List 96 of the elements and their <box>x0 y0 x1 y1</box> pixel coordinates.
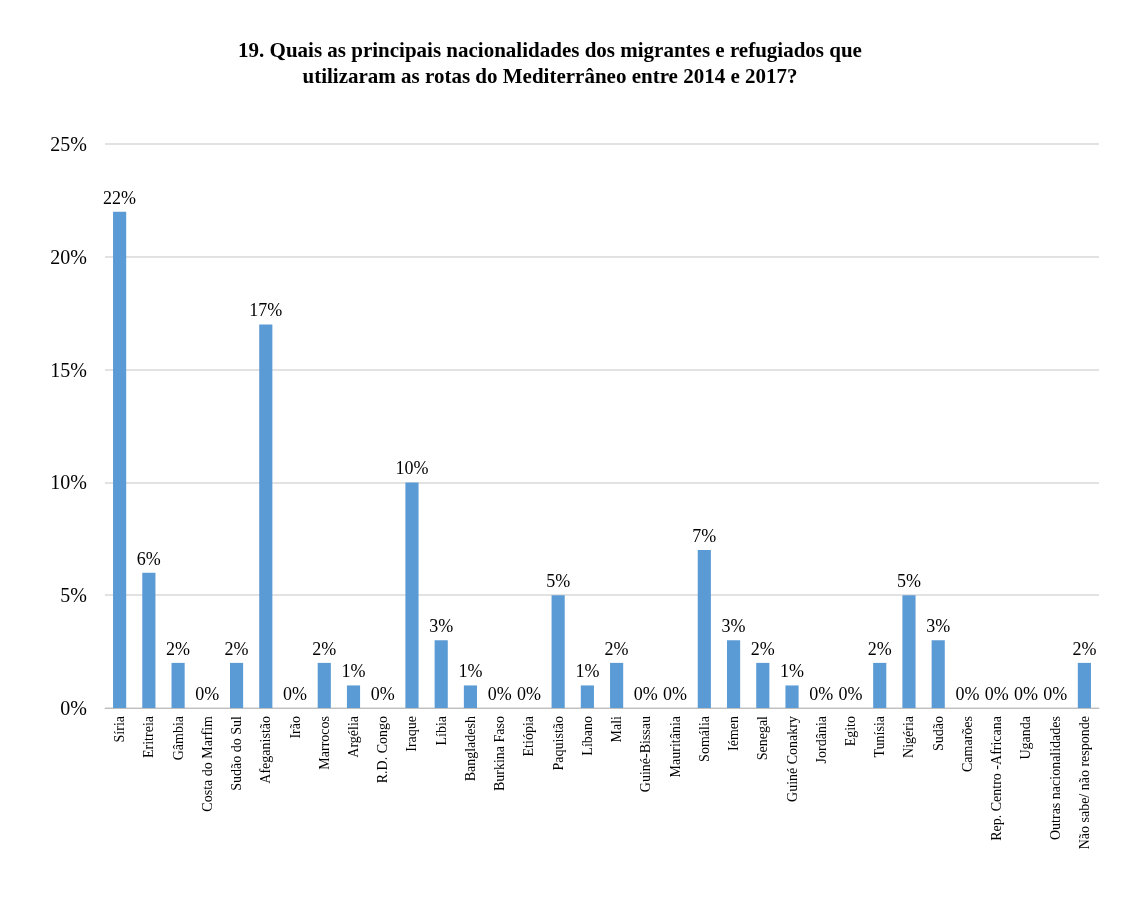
x-tick-label: Rep. Centro -Africana <box>989 715 1005 841</box>
bar <box>259 324 273 708</box>
bar <box>346 685 361 708</box>
data-label: 0% <box>283 684 308 704</box>
x-tick-label: Burkina Faso <box>492 716 508 792</box>
data-label: 2% <box>312 638 337 659</box>
x-tick-label: Gâmbia <box>170 715 186 761</box>
bar <box>171 662 185 708</box>
bar <box>463 685 478 708</box>
bar <box>317 662 331 708</box>
x-tick-label: Nigéria <box>901 715 917 758</box>
data-label: 0% <box>663 684 688 704</box>
x-tick-label: Líbia <box>433 715 449 746</box>
y-tick-label: 10% <box>50 471 87 494</box>
data-label: 0% <box>984 684 1009 704</box>
bar <box>931 640 945 708</box>
x-tick-label: Síria <box>112 715 128 743</box>
data-label: 0% <box>633 684 658 704</box>
data-label: 2% <box>604 638 629 659</box>
bar <box>229 662 244 708</box>
bar <box>785 685 799 708</box>
y-tick-label: 20% <box>50 245 87 268</box>
bar <box>726 640 741 708</box>
x-tick-label: Iémen <box>726 716 742 751</box>
x-tick-label: Outras nacionalidades <box>1047 716 1063 841</box>
data-label: 10% <box>395 458 429 479</box>
x-tick-label: Não sabe/ não responde <box>1076 716 1092 850</box>
bar <box>113 211 127 708</box>
x-tick-label: Mauritânia <box>667 715 683 778</box>
data-label: 0% <box>1043 684 1068 704</box>
x-tick-label: Sudão do Sul <box>229 715 245 791</box>
x-tick-label: Egito <box>843 716 858 747</box>
x-tick-label: Eritreia <box>141 715 157 758</box>
data-label: 0% <box>809 684 834 704</box>
data-label: 1% <box>575 661 600 682</box>
x-tick-label: Guiné Conakry <box>784 716 800 802</box>
x-tick-label: Costa do Marfim <box>199 715 215 812</box>
bar <box>1077 662 1091 708</box>
x-tick-label: Iraque <box>404 716 420 752</box>
data-label: 3% <box>721 616 746 637</box>
data-label: 6% <box>136 548 161 569</box>
data-label: 2% <box>1072 638 1097 659</box>
bar <box>902 595 916 708</box>
data-label: 1% <box>341 661 366 682</box>
bar <box>756 662 770 708</box>
bar <box>610 662 624 708</box>
data-label: 2% <box>750 638 775 659</box>
x-tick-label: Somália <box>696 715 712 762</box>
data-label: 7% <box>692 526 717 547</box>
bar <box>873 662 887 708</box>
bar <box>697 550 711 708</box>
data-label: 17% <box>249 300 283 321</box>
x-tick-label: Guiné-Bissau <box>638 716 654 793</box>
y-tick-label: 15% <box>50 358 87 381</box>
data-label: 0% <box>838 684 863 704</box>
x-tick-label: Bangladesh <box>462 716 478 782</box>
data-label: 2% <box>867 638 892 659</box>
data-label: 1% <box>780 661 805 682</box>
x-tick-label: Sudão <box>930 716 946 751</box>
data-label: 22% <box>103 187 137 208</box>
data-label: 0% <box>370 684 395 704</box>
y-tick-label: 25% <box>50 133 87 155</box>
data-label: 3% <box>429 616 454 637</box>
data-label: 0% <box>195 684 220 704</box>
x-tick-label: Afeganistão <box>258 716 274 784</box>
x-tick-label: Argélia <box>346 715 361 758</box>
x-tick-label: Marrocos <box>316 716 332 770</box>
x-tick-label: Tunísia <box>872 715 888 758</box>
x-tick-label: Líbano <box>579 716 595 756</box>
x-tick-label: Mali <box>609 715 625 743</box>
x-tick-label: Senegal <box>755 715 771 761</box>
x-tick-label: Jordânia <box>813 715 829 764</box>
data-label: 0% <box>516 684 541 704</box>
data-label: 3% <box>926 616 951 637</box>
y-tick-label: 0% <box>60 697 87 719</box>
x-tick-label: Uganda <box>1018 715 1034 760</box>
bar <box>142 572 156 708</box>
bar <box>551 595 565 708</box>
data-label: 2% <box>166 638 191 659</box>
bar <box>405 482 419 708</box>
bar <box>434 640 448 708</box>
data-label: 2% <box>224 638 249 659</box>
data-label: 0% <box>487 684 512 704</box>
y-tick-label: 5% <box>60 584 87 607</box>
x-tick-label: Irão <box>287 716 303 739</box>
x-tick-label: Etiópia <box>521 715 537 757</box>
x-tick-label: Camarões <box>959 716 975 772</box>
data-label: 0% <box>955 684 980 704</box>
chart-title: 19. Quais as principais nacionalidades dos migrantes e refugiados que utilizaram as rotas do Mediterrâneo entre 2014 e 2017? <box>238 38 862 88</box>
bar <box>580 685 594 708</box>
x-tick-label: R.D. Congo <box>375 716 391 784</box>
data-label: 5% <box>896 571 921 592</box>
data-label: 0% <box>1013 684 1038 704</box>
x-tick-label: Paquistão <box>550 716 566 771</box>
data-label: 1% <box>458 661 483 682</box>
data-label: 5% <box>546 571 571 592</box>
